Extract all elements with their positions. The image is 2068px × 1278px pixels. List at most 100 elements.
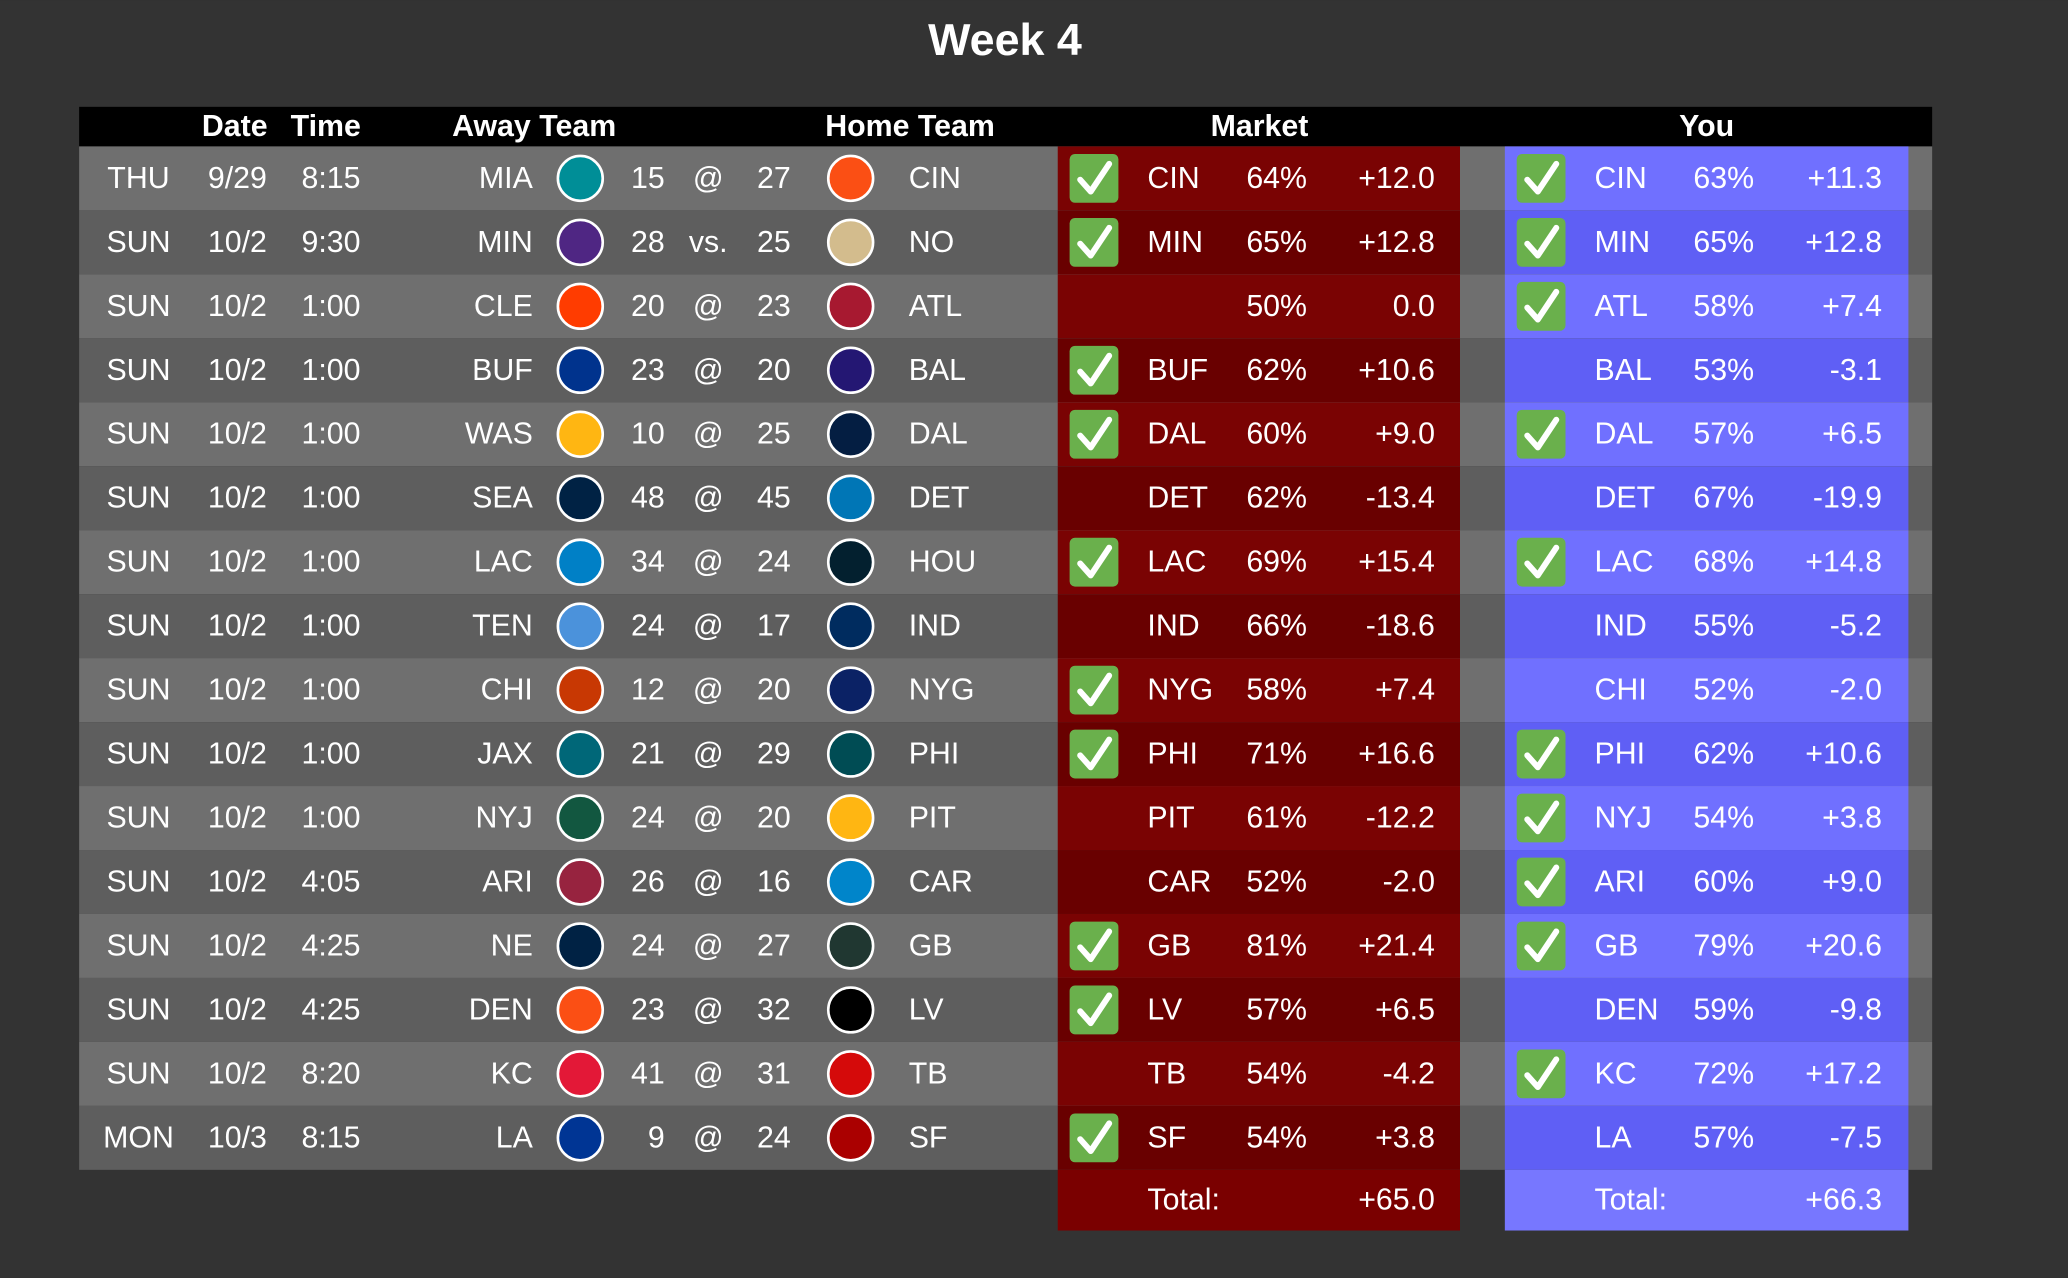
time: 8:20 [302,1057,361,1090]
you-bg [1504,722,1909,787]
team-logo [556,346,605,395]
home-team: NYG [909,674,975,707]
day: SUN [106,929,170,962]
home-score: 24 [757,1121,791,1154]
you-pct: 79% [1693,929,1754,962]
market-bg [1057,146,1460,211]
you-check-mark [1524,800,1560,835]
you-bg [1504,913,1909,978]
separator: vs. [689,226,728,259]
team-logo [556,538,605,586]
team-logo [556,154,605,203]
you-bg [1504,402,1909,467]
market-bg [1057,466,1460,531]
home-team: BAL [909,354,966,387]
team-logo [556,1114,605,1162]
time: 1:00 [302,482,361,515]
market-team: MIN [1147,226,1203,259]
home-score: 45 [757,482,791,515]
time: 4:05 [302,866,361,899]
market-pct: 54% [1246,1057,1307,1090]
you-total: +66.3 [1805,1184,1882,1217]
separator: @ [693,546,724,579]
market-bg [1057,786,1460,851]
date: 10/2 [208,674,267,707]
team-logo [556,474,605,522]
home-score: 25 [757,418,791,451]
you-check-mark [1524,1056,1560,1091]
you-spread: +17.2 [1805,1057,1882,1090]
team-logo [556,282,605,331]
time: 1:00 [302,290,361,323]
you-team: LAC [1595,546,1654,579]
time: 1:00 [302,674,361,707]
home-score: 20 [757,354,791,387]
you-pct: 62% [1693,738,1754,771]
you-check-mark [1524,160,1560,195]
market-bg [1057,1041,1460,1106]
market-spread: +12.0 [1358,162,1435,195]
header-bar [79,106,1933,147]
team-logo [556,922,605,970]
away-score: 20 [631,290,665,323]
you-check-mark [1524,736,1560,771]
home-score: 20 [757,802,791,835]
market-bg [1057,850,1460,914]
team-logo [826,282,875,331]
market-check-mark [1077,1120,1113,1155]
day: THU [107,162,169,195]
market-spread: -13.4 [1366,482,1435,515]
separator: @ [693,290,724,323]
date: 10/2 [208,738,267,771]
you-pct: 52% [1693,674,1754,707]
day: SUN [106,354,170,387]
away-score: 12 [631,674,665,707]
day: SUN [106,610,170,643]
team-logo [556,1050,605,1098]
away-score: 9 [648,1121,665,1154]
you-bg [1504,594,1909,659]
you-spread: +14.8 [1805,546,1882,579]
market-bg [1057,658,1460,723]
market-spread: +15.4 [1358,546,1435,579]
you-check [1516,537,1566,587]
you-bg [1504,146,1909,211]
separator: @ [693,610,724,643]
you-check [1516,281,1566,331]
date: 10/2 [208,226,267,259]
home-score: 25 [757,226,791,259]
team-logo [556,858,605,906]
away-score: 23 [631,993,665,1026]
you-check [1516,793,1566,843]
separator: @ [693,354,724,387]
away-score: 23 [631,354,665,387]
you-pct: 60% [1693,866,1754,899]
market-team: PHI [1147,738,1198,771]
you-team: DEN [1595,993,1659,1026]
you-pct: 58% [1693,290,1754,323]
you-bg [1504,977,1909,1042]
away-team: NYJ [476,802,533,835]
day: SUN [106,738,170,771]
date: 10/2 [208,482,267,515]
market-spread: -2.0 [1383,866,1435,899]
you-spread: +6.5 [1822,418,1882,451]
away-score: 24 [631,929,665,962]
you-spread: +10.6 [1805,738,1882,771]
day: SUN [106,993,170,1026]
away-score: 24 [631,610,665,643]
you-team: DET [1595,482,1656,515]
separator: @ [693,866,724,899]
away-score: 10 [631,418,665,451]
you-bg [1504,1105,1909,1170]
separator: @ [693,738,724,771]
market-team: BUF [1147,354,1208,387]
team-logo [826,474,875,522]
market-check-mark [1077,672,1113,707]
day: SUN [106,482,170,515]
home-score: 16 [757,866,791,899]
market-spread: +9.0 [1375,418,1435,451]
team-logo [826,922,875,970]
market-check [1069,217,1119,267]
market-check [1069,729,1119,779]
